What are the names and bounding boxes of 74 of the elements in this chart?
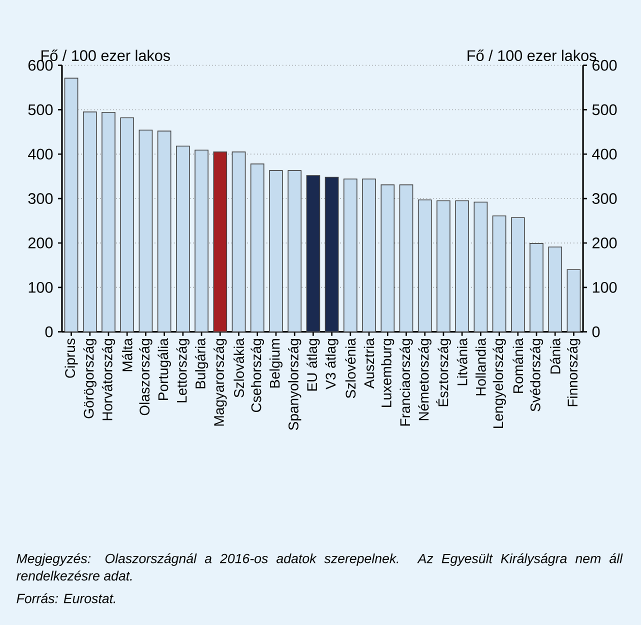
bar [362,178,376,332]
x-tick-label: Észtország [436,338,451,406]
bar [566,269,581,332]
bar [213,152,228,332]
y2-tick-label: 400 [28,148,53,160]
y2-tick-label: 500 [28,104,53,116]
bar [64,78,78,332]
x-tick-label: Magyarország [214,339,227,426]
x-tick-label: Spanyolország [288,339,302,430]
bar [380,184,395,332]
y-tick-label: 200 [592,238,617,248]
x-tick-label: Csehország [250,339,264,412]
bar [176,146,190,332]
bar [157,130,172,332]
x-tick-label: Szlovénia [345,338,356,398]
x-tick-label: Szlovákia [234,338,244,398]
bar [510,217,525,332]
x-tick-label: Luxemburg [381,339,394,407]
y-tick-label: 300 [592,193,617,204]
x-tick-label: Olaszország [139,339,152,416]
y-tick-label: 100 [592,282,617,293]
y2-tick-label: 600 [28,60,53,71]
x-tick-label: Bulgária [194,338,208,388]
text: Forrás: Eurostat. [16,593,116,604]
bar [138,130,153,332]
x-tick-label: EU átlag [306,339,320,391]
x-tick-label: Dánia [550,338,560,374]
text: Fő / 100 ezer lakos [468,50,596,62]
bar [548,246,562,332]
bar [455,200,469,332]
y2-tick-label: 200 [28,238,53,248]
y-tick-label: 400 [592,148,617,160]
x-tick-label: Svédország [530,339,544,412]
x-tick-label: Portugália [158,338,171,400]
bar [436,200,450,332]
y-tick-label: 0 [592,326,600,338]
text: Megjegyzés: Olaszországnál a 2016-os adatok szerepelnek. Az Egyesült Királyságra nem áll rendelkezésre adat. [16,553,623,581]
bar [306,175,320,332]
x-tick-label: Ciprus [64,338,78,378]
bar [250,164,264,332]
bar [324,176,339,332]
x-tick-label: Görögország [83,339,96,418]
bar [102,112,116,332]
bar [232,152,246,332]
x-tick-label: Lengyelország [492,339,506,428]
x-tick-label: Ausztria [364,338,374,389]
x-tick-label: V3 átlag [325,339,338,390]
bar [418,199,432,332]
bar [194,150,208,332]
x-tick-label: Málta [122,338,132,372]
y2-tick-label: 0 [45,326,53,338]
bar [474,202,488,332]
y2-tick-label: 100 [28,282,53,293]
bar [288,170,302,332]
bar [82,112,97,332]
x-tick-label: Belgium [269,339,283,388]
x-tick-label: Németország [418,339,432,420]
bar [399,184,414,332]
x-tick-label: Hollandia [476,338,486,396]
bar [344,178,358,332]
x-tick-label: Franciaország [400,339,413,426]
x-tick-label: Finnország [567,339,580,406]
bar [269,170,283,332]
y-tick-label: 500 [592,104,617,116]
x-tick-label: Horvátország [102,339,116,420]
bar [492,215,506,332]
x-tick-label: Románia [512,338,524,393]
bar [120,117,134,332]
x-tick-label: Lettország [176,338,190,402]
bar [530,243,544,332]
y2-tick-label: 300 [28,193,53,204]
x-tick-label: Litvánia [456,338,468,386]
y-tick-label: 600 [592,60,617,71]
text: Fő / 100 ezer lakos [42,50,170,62]
